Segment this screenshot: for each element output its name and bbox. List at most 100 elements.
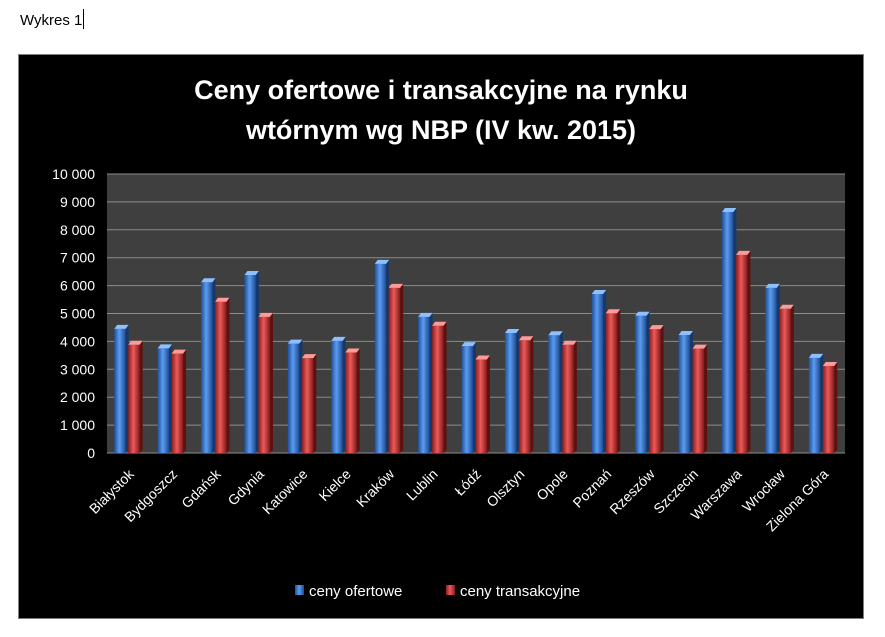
bar-top-face	[171, 349, 187, 354]
bar-side-face	[125, 324, 129, 453]
bar-transaction	[779, 308, 791, 453]
bar-transaction	[171, 353, 184, 453]
bar-side-face	[733, 207, 737, 453]
bar-top-face	[475, 355, 490, 360]
bar-top-face	[432, 321, 447, 326]
x-tick-label: Opole	[533, 466, 571, 504]
y-tick-label: 7 000	[60, 250, 95, 266]
bar-transaction	[301, 358, 314, 453]
bar-offer	[374, 263, 387, 453]
y-tick-label: 5 000	[60, 306, 95, 322]
bar-top-face	[735, 250, 751, 255]
chart-title-line-2: wtórnym wg NBP (IV kw. 2015)	[245, 115, 636, 145]
bar-top-face	[461, 342, 476, 347]
bar-transaction	[258, 316, 270, 453]
x-tick-label: Łódź	[451, 466, 484, 499]
bar-offer	[157, 348, 170, 453]
bar-side-face	[342, 336, 346, 453]
bar-offer	[244, 274, 256, 453]
y-tick-label: 1 000	[60, 417, 95, 433]
bar-top-face	[388, 283, 404, 288]
bar-transaction	[735, 254, 748, 453]
chart-container: Ceny ofertowe i transakcyjne na rynku wt…	[18, 54, 864, 619]
y-tick-label: 8 000	[60, 222, 95, 238]
bar-transaction	[692, 348, 705, 453]
bar-side-face	[660, 325, 664, 453]
bar-top-face	[692, 344, 708, 349]
legend: ceny ofertowe ceny transakcyjne	[295, 583, 580, 600]
bar-top-face	[518, 336, 534, 341]
bar-side-face	[573, 340, 577, 453]
bar-side-face	[212, 278, 216, 453]
bar-top-face	[765, 283, 780, 288]
document-caption-text: Wykres 1	[20, 12, 83, 29]
bar-transaction	[822, 365, 835, 453]
bar-top-face	[605, 309, 621, 314]
bar-top-face	[215, 297, 230, 302]
bar-transaction	[388, 287, 401, 453]
bar-side-face	[169, 344, 173, 453]
x-tick-label: Kraków	[353, 465, 398, 510]
bar-side-face	[530, 336, 534, 453]
x-tick-label: Olsztyn	[483, 466, 527, 510]
x-tick-label: Lublin	[403, 466, 441, 504]
bar-offer	[808, 357, 821, 453]
bar-side-face	[356, 348, 360, 453]
y-tick-label: 4 000	[60, 333, 95, 349]
x-tick-label: Rzeszów	[606, 465, 658, 517]
bar-top-face	[649, 325, 664, 330]
bar-offer	[418, 316, 430, 453]
bar-top-face	[822, 361, 838, 366]
legend-swatch-offer	[295, 585, 304, 595]
bar-offer	[678, 334, 691, 453]
bar-side-face	[226, 297, 230, 453]
bar-transaction	[128, 344, 140, 453]
bar-side-face	[559, 331, 563, 453]
bar-top-face	[562, 340, 577, 345]
bar-side-face	[690, 330, 694, 453]
bar-top-face	[301, 354, 317, 359]
bar-offer	[591, 293, 604, 453]
bar-side-face	[183, 349, 187, 453]
y-tick-label: 0	[87, 445, 95, 461]
bar-offer	[114, 328, 126, 453]
bar-top-face	[128, 340, 143, 345]
bar-offer	[635, 315, 647, 453]
bar-side-face	[386, 259, 390, 453]
bar-side-face	[747, 250, 751, 453]
bar-top-face	[504, 329, 520, 334]
y-tick-label: 6 000	[60, 278, 95, 294]
bar-top-face	[548, 331, 563, 336]
bar-transaction	[649, 329, 661, 453]
bar-top-face	[721, 207, 737, 212]
bar-transaction	[215, 301, 227, 453]
bar-transaction	[432, 325, 444, 453]
bar-transaction	[605, 313, 618, 453]
bars	[114, 207, 838, 453]
bar-top-face	[114, 324, 129, 329]
bar-side-face	[400, 283, 404, 453]
bar-side-face	[473, 342, 476, 453]
y-tick-label: 3 000	[60, 361, 95, 377]
bar-top-face	[808, 353, 824, 358]
bar-side-face	[313, 354, 317, 453]
bar-side-face	[443, 321, 447, 453]
bar-top-face	[287, 339, 303, 344]
bar-offer	[504, 333, 517, 453]
document-caption: Wykres 1	[20, 9, 85, 29]
bar-top-face	[418, 312, 433, 317]
legend-label-offer: ceny ofertowe	[309, 583, 402, 600]
bar-top-face	[345, 348, 360, 353]
bar-offer	[201, 282, 213, 453]
x-tick-label: Kielce	[316, 466, 354, 504]
bar-top-face	[635, 311, 650, 316]
x-tick-label: Gdynia	[224, 466, 267, 509]
legend-label-transaction: ceny transakcyjne	[460, 583, 580, 600]
bar-top-face	[201, 278, 216, 283]
y-tick-label: 2 000	[60, 389, 95, 405]
bar-transaction	[345, 352, 357, 453]
bar-transaction	[562, 344, 574, 453]
bar-top-face	[258, 312, 273, 317]
bar-side-face	[776, 283, 780, 453]
